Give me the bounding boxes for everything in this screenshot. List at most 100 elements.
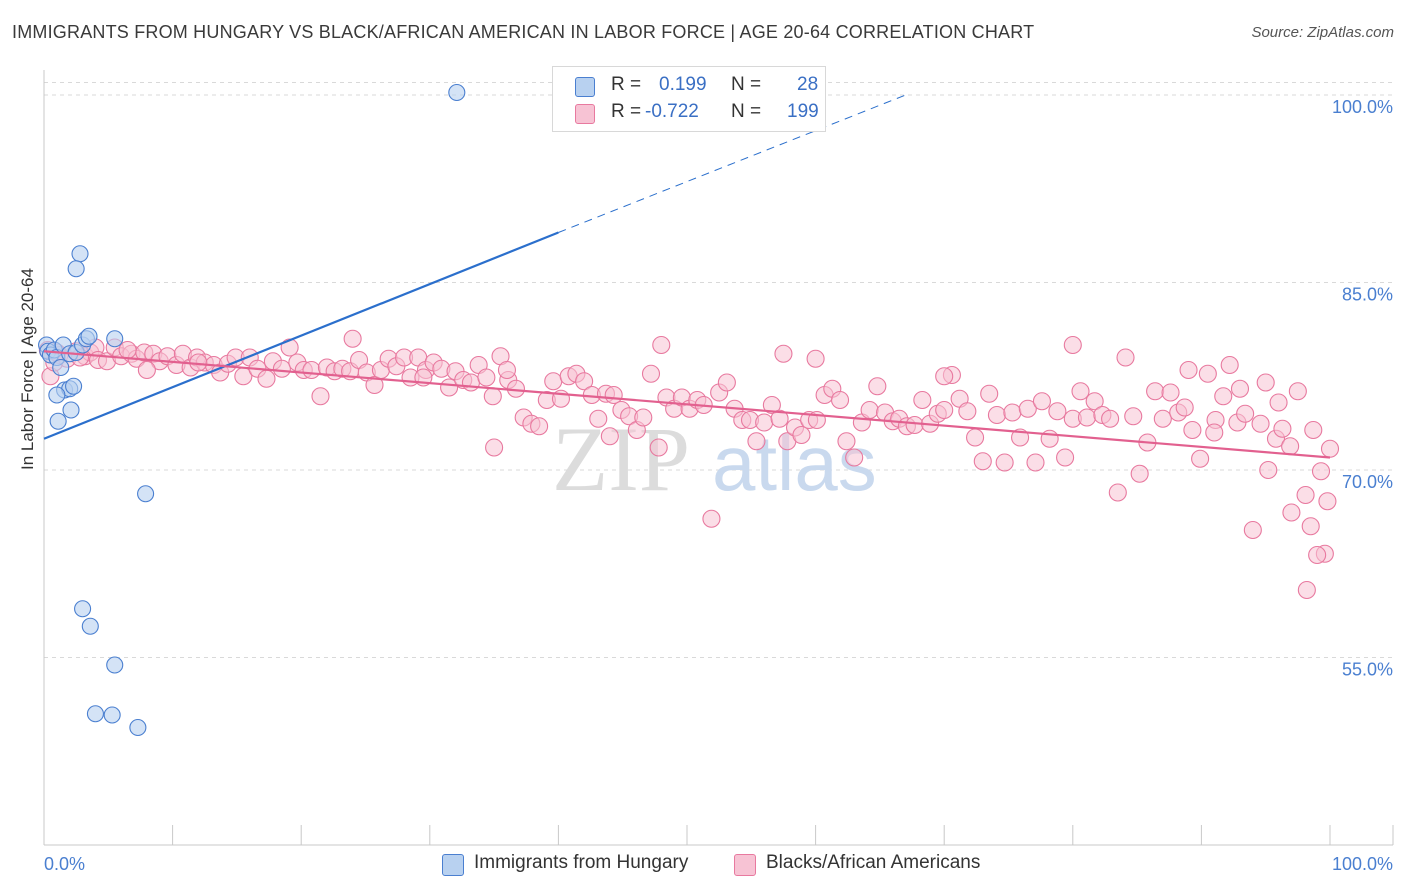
pink-point <box>1063 335 1082 355</box>
pink-point <box>365 375 384 395</box>
y-tick-label: 70.0% <box>1342 472 1393 492</box>
pink-point <box>311 387 330 406</box>
pink-point <box>649 438 668 457</box>
pink-point <box>1108 483 1127 502</box>
bottom-legend-label-blacks: Blacks/African Americans <box>766 852 981 873</box>
pink-point <box>600 427 619 446</box>
pink-point <box>1056 448 1075 467</box>
pink-point <box>958 402 977 421</box>
legend-swatch-hungary <box>575 77 595 97</box>
y-axis-label: In Labor Force | Age 20-64 <box>18 268 37 470</box>
pink-point <box>1161 383 1180 402</box>
pink-point <box>634 408 653 427</box>
blue-point <box>129 718 147 737</box>
pink-point <box>1304 420 1323 440</box>
trend-line-hungary-extension <box>558 94 906 233</box>
pink-point <box>702 509 721 528</box>
pink-point <box>837 432 856 451</box>
legend-r-value-hungary: 0.199 <box>659 74 707 95</box>
blue-point <box>137 485 155 503</box>
y-tick-label: 55.0% <box>1342 660 1393 680</box>
pink-point <box>1311 462 1331 481</box>
pink-point <box>995 453 1014 472</box>
pink-point <box>1116 348 1135 367</box>
pink-point <box>604 385 623 405</box>
pink-point <box>1230 379 1250 398</box>
series-hungary-points <box>38 83 466 737</box>
pink-point <box>1146 382 1165 401</box>
bottom-legend-swatch-blacks <box>734 854 756 876</box>
pink-point <box>1256 373 1275 392</box>
pink-point <box>1296 485 1315 505</box>
pink-point <box>762 395 781 415</box>
pink-point <box>1101 409 1120 428</box>
pink-point <box>1273 419 1292 438</box>
blue-point <box>71 245 89 263</box>
pink-point <box>1282 503 1301 522</box>
pink-point <box>770 409 789 428</box>
pink-point <box>1191 449 1210 468</box>
blue-point <box>49 412 67 430</box>
pink-point <box>652 335 671 355</box>
pink-point <box>868 377 887 396</box>
pink-point <box>1179 360 1198 380</box>
pink-point <box>1018 399 1037 418</box>
pink-point <box>137 360 156 380</box>
pink-point <box>860 400 879 420</box>
pink-point <box>1301 517 1320 536</box>
pink-point <box>302 360 321 380</box>
blue-point <box>106 656 124 674</box>
pink-point <box>973 452 992 471</box>
legend-swatch-blacks <box>575 104 595 124</box>
blue-point <box>106 330 124 348</box>
pink-point <box>1003 403 1022 422</box>
trend-line-blacks <box>43 350 1331 459</box>
pink-point <box>755 413 774 432</box>
pink-point <box>1077 408 1096 427</box>
pink-point <box>485 438 504 457</box>
blue-point <box>103 706 121 724</box>
tick-labels: 55.0% 70.0% 85.0% 100.0% 0.0% 100.0% <box>44 97 1393 874</box>
pink-point <box>589 409 608 428</box>
pink-point <box>935 367 954 386</box>
trend-line-hungary <box>43 231 559 440</box>
blue-point <box>86 705 104 723</box>
pink-point <box>497 360 517 380</box>
pink-point <box>935 400 954 420</box>
pink-point <box>1318 492 1337 511</box>
x-tick-label-start: 0.0% <box>44 854 85 874</box>
pink-point <box>575 372 594 391</box>
blue-point <box>448 83 466 102</box>
pink-point <box>1308 545 1327 565</box>
pink-point <box>461 373 481 392</box>
y-tick-label: 100.0% <box>1332 97 1393 117</box>
blue-point <box>81 617 99 635</box>
blue-point <box>65 377 83 395</box>
pink-point <box>1183 420 1202 440</box>
pink-point <box>1026 453 1045 472</box>
legend-r-label: R = <box>611 101 642 122</box>
pink-point <box>544 372 563 391</box>
blue-point <box>62 401 80 419</box>
pink-point <box>830 390 850 410</box>
pink-point <box>1130 464 1149 483</box>
pink-point <box>440 378 459 397</box>
pink-point <box>1153 409 1172 428</box>
pink-point <box>1214 387 1233 406</box>
pink-point <box>980 384 999 403</box>
pink-point <box>343 329 362 348</box>
pink-point <box>905 415 924 435</box>
pink-point <box>483 387 502 406</box>
pink-point <box>530 417 549 436</box>
legend-r-value-blacks: -0.722 <box>645 101 699 122</box>
bottom-legend-label-hungary: Immigrants from Hungary <box>474 852 689 873</box>
pink-point <box>1198 364 1217 383</box>
pink-point <box>792 425 811 445</box>
pink-point <box>1251 414 1270 433</box>
x-tick-label-end: 100.0% <box>1332 854 1393 874</box>
legend-n-value-hungary: 28 <box>797 74 819 95</box>
pink-point <box>1320 439 1340 458</box>
pink-point <box>280 338 299 357</box>
correlation-legend: R = 0.199 N = 28 R = -0.722 N = 199 <box>552 66 826 132</box>
